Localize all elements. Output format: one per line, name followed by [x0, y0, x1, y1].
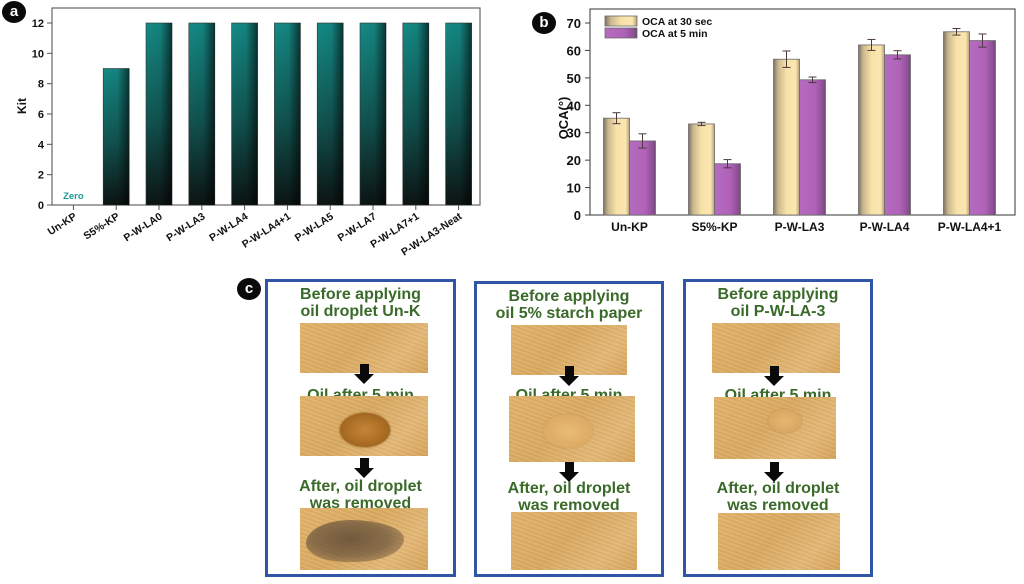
bar-shade	[402, 23, 429, 205]
oil-stain	[306, 520, 404, 562]
before-caption-line1: Before applying	[508, 288, 630, 305]
y-tick-label: 40	[567, 98, 581, 113]
bar-shade	[274, 23, 301, 205]
y-tick-label: 50	[567, 71, 581, 86]
paper-before-photo	[712, 323, 840, 373]
x-tick-label: P-W-LA4	[860, 220, 910, 234]
x-tick-label: S5%-KP	[82, 210, 122, 242]
legend-swatch	[604, 27, 638, 39]
before-caption-line1: Before applying	[300, 286, 421, 303]
y-axis-label: OCA(°)	[556, 97, 571, 140]
oil-test-column-un-k: Before applying oil droplet Un-K Oil aft…	[265, 279, 456, 577]
x-tick-label: P-W-LA3	[775, 220, 825, 234]
error-bar	[723, 159, 732, 169]
bar	[884, 54, 911, 216]
paper-removed-photo	[511, 512, 637, 570]
bar-shade	[103, 68, 130, 205]
plot-frame	[51, 7, 481, 206]
y-tick-label: 12	[32, 18, 44, 30]
legend-label: OCA at 5 min	[642, 28, 708, 40]
panel-a-badge: a	[2, 1, 26, 23]
x-tick-label: P-W-LA4+1	[240, 210, 293, 250]
bar	[603, 117, 630, 216]
bar-shade	[146, 23, 172, 205]
error-bar	[612, 112, 621, 125]
bar-shade	[188, 23, 215, 205]
bar	[943, 31, 970, 216]
legend-swatch	[604, 15, 638, 27]
removed-caption-line2: was removed	[518, 497, 620, 514]
y-tick-label: 20	[567, 153, 581, 168]
y-tick-label: 8	[38, 79, 44, 91]
bar	[688, 123, 715, 216]
removed-caption-line1: After, oil droplet	[716, 480, 840, 497]
removed-caption-line2: was removed	[727, 497, 829, 514]
oil-test-column-p-w-la-3: Before applying oil P-W-LA-3 Oil after 5…	[683, 279, 873, 577]
bar	[629, 140, 656, 216]
bar-shade	[231, 23, 258, 205]
y-axis-label: Kit	[15, 98, 29, 114]
y-tick-label: 10	[567, 181, 581, 196]
bar	[714, 163, 741, 216]
x-tick-label: Un-KP	[46, 210, 79, 238]
before-caption-line2: oil P-W-LA-3	[730, 303, 826, 320]
y-tick-label: 10	[32, 48, 44, 60]
before-caption-line1: Before applying	[717, 286, 839, 303]
error-bar	[952, 27, 961, 36]
bar-shade	[360, 23, 386, 205]
error-bar	[893, 50, 902, 60]
chart-a-kit-test: 0 2 4 6 8 10 12 Un-KP S5%-KP P-W-LA0 P-W-LA3 P-W-L…	[15, 7, 481, 259]
zero-annotation: Zero	[63, 191, 84, 202]
y-tick-label: 30	[567, 126, 581, 141]
y-tick-label: 60	[567, 43, 581, 58]
x-tick-label: P-W-LA4+1	[938, 220, 1002, 234]
oil-test-column-5pct-starch: Before applying oil 5% starch paper Oil …	[474, 281, 664, 577]
bar	[969, 40, 996, 216]
bar-shade	[445, 23, 472, 205]
x-tick-label: P-W-LA0	[122, 210, 165, 244]
removed-caption-line2: was removed	[309, 495, 412, 512]
bar	[799, 79, 826, 216]
before-caption-line2: oil 5% starch paper	[495, 305, 643, 322]
bar	[773, 58, 800, 216]
oil-droplet	[543, 414, 593, 448]
error-bar	[867, 38, 876, 51]
error-bar	[697, 121, 706, 127]
legend-label: OCA at 30 sec	[642, 16, 712, 28]
paper-removed-photo	[718, 513, 840, 570]
removed-caption-line1: After, oil droplet	[299, 478, 422, 495]
error-bar	[638, 133, 647, 149]
y-tick-label: 70	[567, 16, 581, 31]
error-bar	[978, 33, 987, 48]
before-caption-line2: oil droplet Un-K	[300, 303, 421, 320]
x-tick-label: S5%-KP	[691, 220, 737, 234]
y-tick-label: 0	[38, 200, 44, 212]
y-tick-label: 6	[38, 109, 44, 121]
removed-caption-line1: After, oil droplet	[507, 480, 631, 497]
bar-shade	[317, 23, 344, 205]
oil-droplet	[768, 409, 802, 433]
panel-b-badge: b	[532, 12, 556, 34]
y-tick-label: 0	[574, 208, 581, 223]
x-tick-label: P-W-LA3	[164, 210, 207, 244]
x-tick-label: P-W-LA5	[293, 210, 336, 244]
panel-c-badge: c	[237, 278, 261, 300]
chart-b-oca: 0 10 20 30 40 50 60 70 Un-KP S5%-KP P-W-LA3 P-W-LA…	[556, 8, 1016, 234]
oil-droplet	[340, 413, 390, 447]
bar	[858, 44, 885, 216]
y-tick-label: 4	[38, 139, 45, 151]
error-bar	[782, 50, 791, 68]
y-tick-label: 2	[38, 170, 44, 182]
x-tick-label: Un-KP	[611, 220, 648, 234]
error-bar	[808, 76, 817, 84]
